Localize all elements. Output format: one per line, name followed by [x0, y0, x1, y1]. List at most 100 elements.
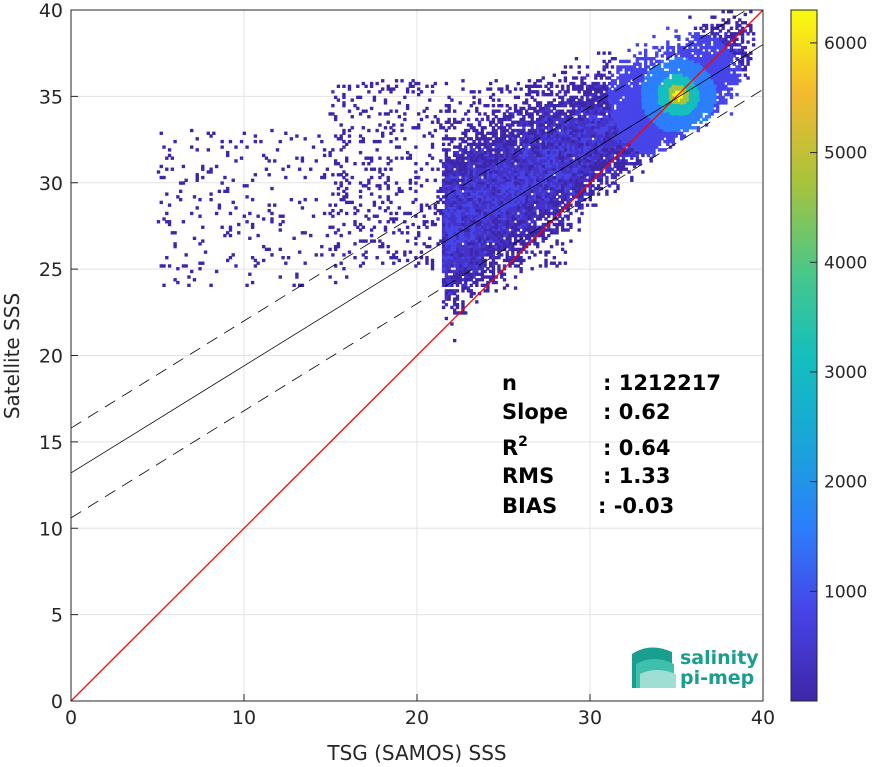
- heat-cell: [444, 181, 449, 185]
- heat-cell: [458, 253, 462, 257]
- heat-cell: [458, 200, 462, 205]
- heat-cell: [475, 150, 479, 155]
- heat-cell: [549, 167, 554, 171]
- heat-cell: [630, 128, 634, 133]
- heat-cell: [530, 209, 534, 213]
- heat-cell: [237, 222, 241, 227]
- heat-cell: [621, 103, 626, 108]
- heat-cell: [588, 103, 592, 108]
- heat-cell: [522, 222, 526, 227]
- heat-cell: [569, 148, 573, 152]
- heat-cell: [743, 73, 747, 77]
- heat-cell: [591, 101, 595, 105]
- heat-cell: [452, 126, 457, 130]
- heat-cell: [350, 200, 354, 205]
- heat-cell: [405, 156, 410, 160]
- heat-cell: [549, 101, 554, 105]
- heat-cell: [746, 76, 750, 80]
- heat-cell: [657, 84, 662, 88]
- heat-cell: [547, 131, 551, 135]
- heat-cell: [511, 139, 515, 144]
- heat-cell: [574, 203, 579, 207]
- heat-cell: [599, 164, 604, 169]
- heat-cell: [475, 225, 479, 229]
- heat-cell: [486, 170, 490, 174]
- heat-cell: [594, 137, 598, 141]
- heat-cell: [566, 117, 570, 122]
- heat-cell: [668, 139, 673, 144]
- heat-cell: [594, 150, 598, 155]
- heat-cell: [563, 150, 568, 155]
- heat-cell: [710, 37, 714, 42]
- heat-cell: [696, 95, 700, 100]
- heat-cell: [536, 228, 540, 232]
- heat-cell: [464, 139, 468, 144]
- heat-cell: [688, 101, 692, 105]
- heat-cell: [679, 84, 684, 88]
- heat-cell: [505, 250, 509, 254]
- heat-cell: [718, 48, 723, 53]
- heat-cell: [732, 81, 736, 86]
- heat-cell: [538, 173, 543, 177]
- heat-cell: [547, 126, 551, 130]
- heat-cell: [632, 139, 637, 144]
- heat-cell: [577, 112, 581, 116]
- heat-cell: [444, 209, 449, 213]
- heat-cell: [547, 162, 551, 166]
- heat-cell: [469, 173, 473, 177]
- heat-cell: [671, 131, 676, 135]
- heat-cell: [607, 142, 612, 147]
- heat-cell: [508, 159, 512, 163]
- heat-cell: [688, 40, 692, 44]
- heat-cell: [588, 178, 592, 182]
- heat-cell: [536, 225, 540, 229]
- heat-cell: [500, 134, 504, 138]
- heat-cell: [552, 214, 556, 218]
- heat-cell: [657, 92, 662, 97]
- heat-cell: [452, 145, 457, 149]
- heat-cell: [533, 200, 537, 205]
- heat-cell: [707, 79, 712, 83]
- heat-cell: [519, 139, 523, 144]
- heat-cell: [444, 150, 449, 155]
- heat-cell: [547, 233, 551, 238]
- heat-cell: [425, 255, 429, 260]
- heat-cell: [580, 211, 584, 216]
- heat-cell: [666, 92, 670, 97]
- heat-cell: [630, 112, 634, 116]
- heat-cell: [632, 81, 637, 86]
- heat-cell: [624, 68, 628, 72]
- heat-cell: [339, 123, 343, 127]
- heat-cell: [475, 131, 479, 135]
- heat-cell: [630, 109, 634, 113]
- heat-cell: [735, 37, 739, 42]
- heat-cell: [455, 233, 460, 238]
- heat-cell: [497, 139, 501, 144]
- heat-cell: [668, 70, 673, 75]
- heat-cell: [516, 95, 521, 100]
- heat-cell: [447, 126, 451, 130]
- heat-cell: [513, 192, 518, 196]
- heat-cell: [367, 162, 371, 166]
- heat-cell: [333, 134, 338, 138]
- heat-cell: [466, 203, 471, 207]
- heat-cell: [350, 98, 354, 102]
- heat-cell: [652, 120, 656, 124]
- heat-cell: [666, 40, 670, 44]
- heat-cell: [699, 59, 703, 64]
- heat-cell: [497, 189, 501, 194]
- heat-cell: [444, 170, 449, 174]
- heat-cell: [624, 120, 628, 124]
- heat-cell: [663, 126, 667, 130]
- heat-cell: [458, 258, 462, 263]
- heat-cell: [297, 167, 302, 171]
- heat-cell: [602, 101, 606, 105]
- heat-cell: [497, 117, 501, 122]
- heat-cell: [311, 145, 316, 149]
- heat-cell: [677, 98, 681, 102]
- heat-cell: [178, 189, 183, 194]
- heat-cell: [643, 81, 648, 86]
- heat-cell: [599, 162, 604, 166]
- heat-cell: [549, 206, 554, 210]
- heat-cell: [729, 112, 734, 116]
